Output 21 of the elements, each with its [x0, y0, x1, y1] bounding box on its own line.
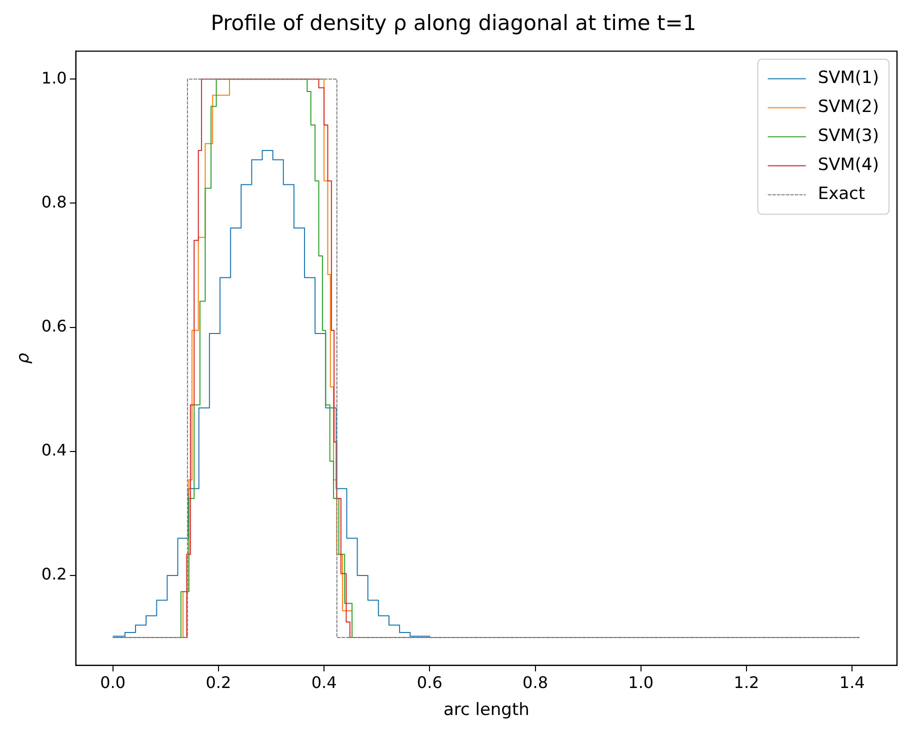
y-tick-label: 1.0 — [41, 68, 67, 88]
x-tick-label: 0.8 — [522, 673, 548, 692]
x-tick-label: 0.6 — [416, 673, 442, 692]
legend-label: SVM(4) — [818, 155, 880, 176]
x-axis-title: arc length — [443, 700, 530, 720]
x-tick-label: 1.2 — [734, 673, 760, 692]
y-axis-title: ρ — [14, 352, 34, 364]
y-tick-label: 0.6 — [41, 316, 67, 336]
legend-label: SVM(3) — [818, 126, 880, 146]
y-tick-label: 0.4 — [41, 440, 67, 460]
legend-label: Exact — [818, 184, 866, 204]
legend-label: SVM(1) — [818, 68, 880, 88]
chart-title: Profile of density ρ along diagonal at time t=1 — [210, 11, 696, 36]
x-tick-label: 0.0 — [100, 673, 126, 692]
legend-label: SVM(2) — [818, 97, 880, 118]
x-tick-label: 0.4 — [311, 673, 337, 692]
y-tick-label: 0.2 — [41, 564, 67, 584]
y-tick-label: 0.8 — [41, 192, 67, 212]
x-tick-label: 1.0 — [628, 673, 654, 692]
x-tick-label: 0.2 — [206, 673, 232, 692]
x-tick-label: 1.4 — [839, 673, 865, 692]
